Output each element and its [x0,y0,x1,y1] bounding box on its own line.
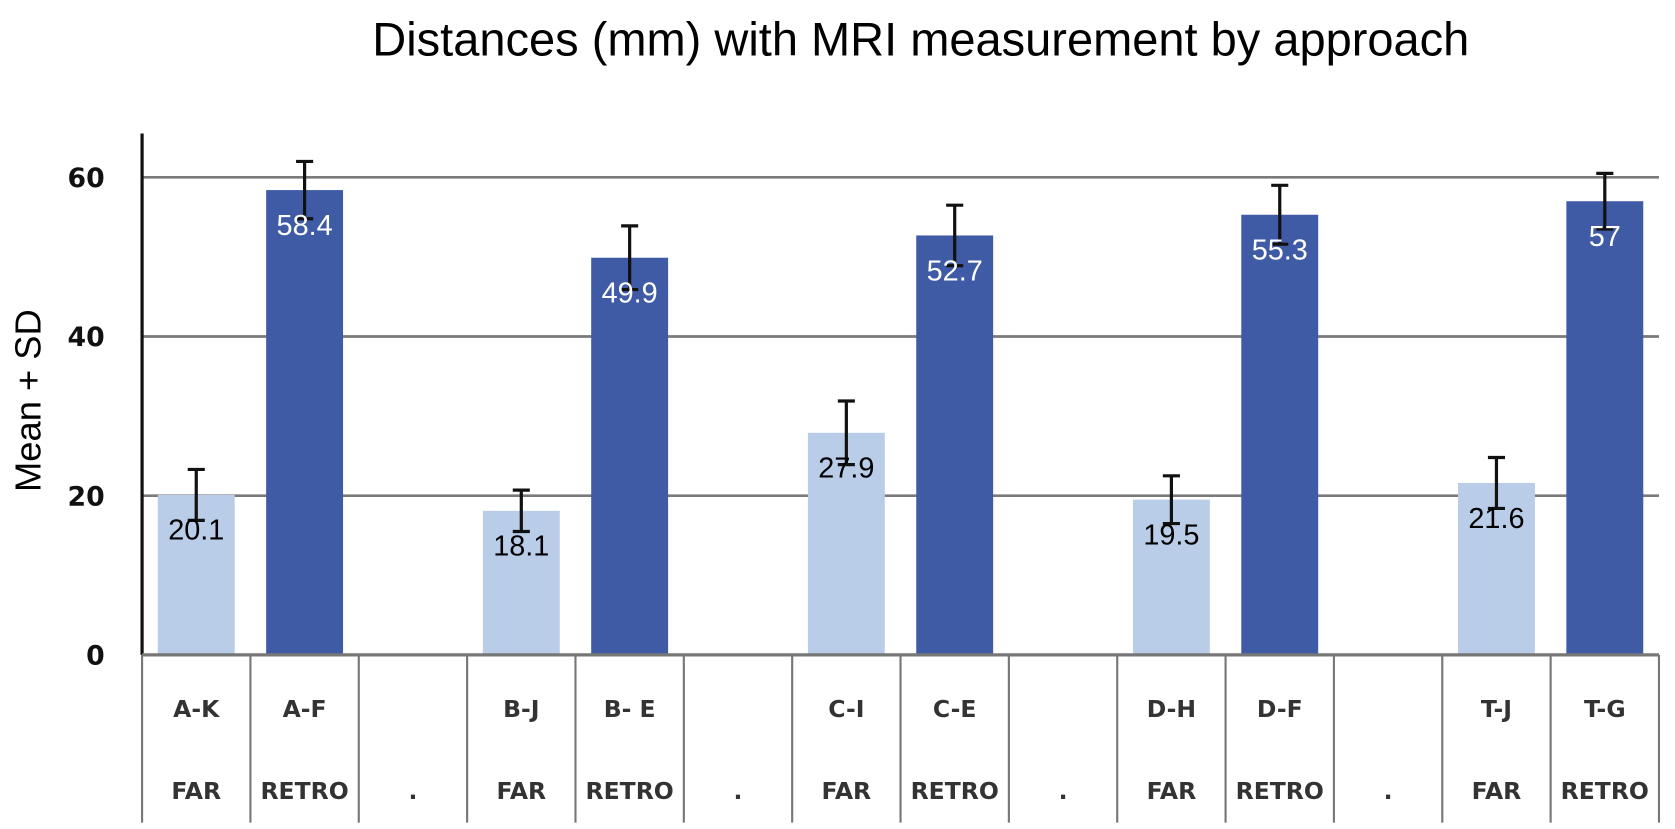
category-label: B-J [503,695,539,723]
y-tick-label: 40 [68,322,105,353]
approach-label: FAR [1472,777,1522,805]
y-axis-label: Mean + SD [8,309,49,492]
y-tick-label: 0 [86,640,105,671]
category-label: D-H [1147,695,1196,723]
bar-far [1132,499,1210,655]
approach-label: RETRO [586,777,674,805]
bar-retro [1241,214,1319,655]
chart-title: Distances (mm) with MRI measurement by a… [372,13,1469,66]
approach-label: FAR [822,777,872,805]
category-label: A-K [173,695,220,723]
data-label: 52.7 [927,255,983,287]
approach-label: . [408,777,417,805]
bar-retro [266,190,344,655]
approach-label: RETRO [260,777,348,805]
approach-label: RETRO [1236,777,1324,805]
bar-retro [591,257,669,655]
approach-label: RETRO [911,777,999,805]
data-label: 18.1 [493,531,549,563]
data-label: 20.1 [168,515,224,547]
category-label: B- E [604,695,656,723]
data-label: 19.5 [1143,520,1199,552]
category-label: A-F [283,695,327,723]
approach-label: FAR [1147,777,1197,805]
approach-label: FAR [171,777,221,805]
bar-far [807,432,885,655]
data-label: 57 [1589,221,1621,253]
data-label: 49.9 [602,278,658,310]
approach-label: . [1059,777,1068,805]
y-tick-label: 60 [68,163,105,194]
data-label: 21.6 [1468,503,1524,535]
approach-label: RETRO [1561,777,1649,805]
category-label: C-I [828,695,864,723]
approach-label: . [1384,777,1393,805]
bar-retro [916,235,994,655]
bar-retro [1566,201,1644,655]
y-tick-label: 20 [68,481,105,512]
category-label: D-F [1257,695,1303,723]
data-label: 27.9 [818,453,874,485]
data-label: 55.3 [1252,235,1308,267]
bar-far [482,510,560,655]
category-label: T-J [1481,695,1512,723]
approach-label: . [734,777,743,805]
category-label: C-E [933,695,977,723]
approach-label: FAR [496,777,546,805]
data-label: 58.4 [277,210,333,242]
category-label: T-G [1584,695,1626,723]
bar-far [1457,482,1535,655]
